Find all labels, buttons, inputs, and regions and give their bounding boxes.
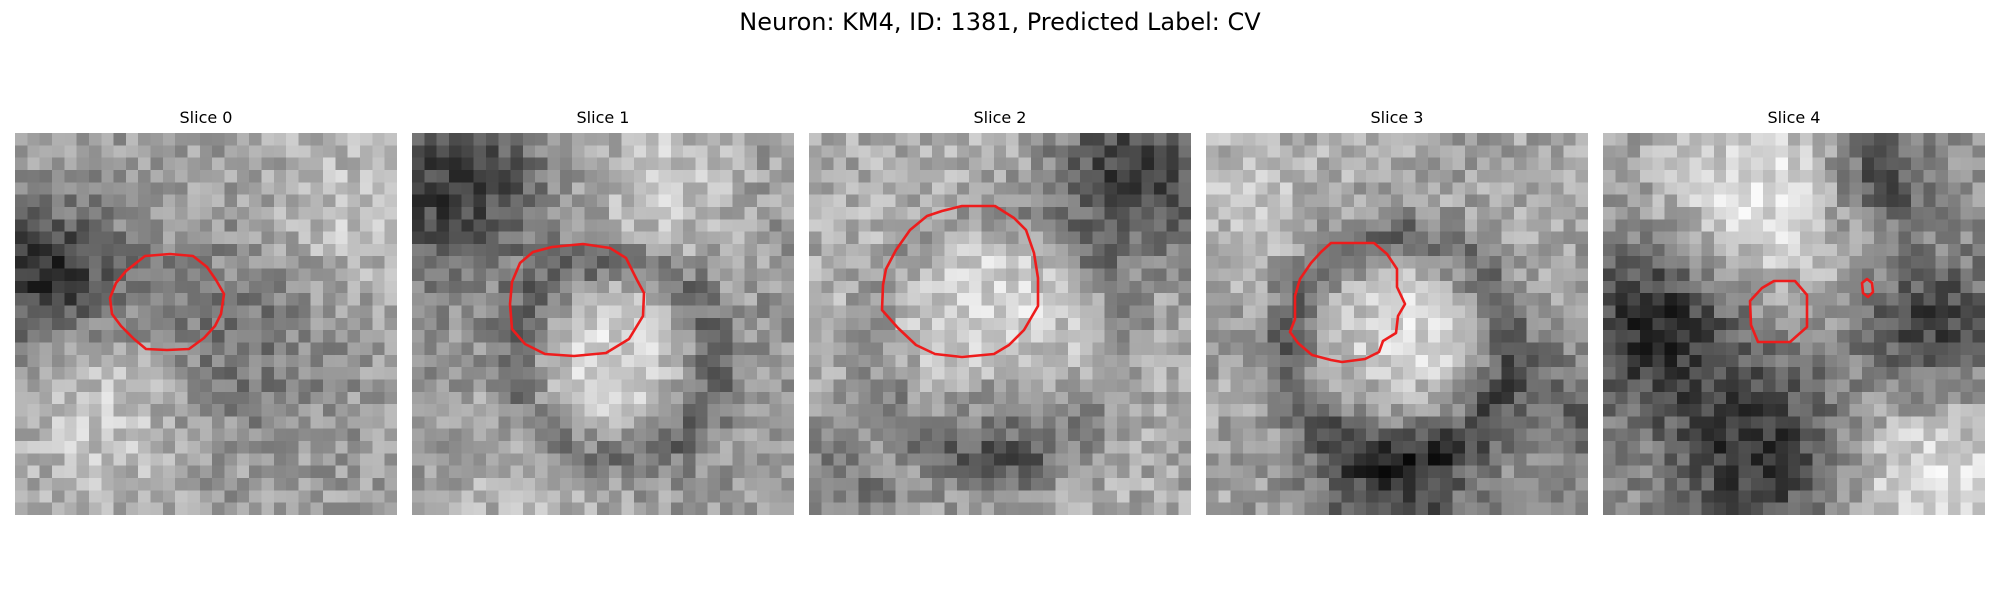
- slice-panel-4: Slice 4: [1603, 107, 1985, 515]
- slice-title-2: Slice 2: [973, 108, 1027, 127]
- slice-image-3: [1206, 133, 1588, 515]
- cell-contour-0: [108, 252, 226, 352]
- cell-contour-4-1: [1860, 277, 1875, 299]
- cell-contour-2: [880, 204, 1040, 359]
- cell-contour-1: [508, 242, 646, 358]
- slice-panel-2: Slice 2: [809, 107, 1191, 515]
- slice-panel-0: Slice 0: [15, 107, 397, 515]
- figure-title: Neuron: KM4, ID: 1381, Predicted Label: …: [739, 8, 1261, 36]
- slice-image-2: [809, 133, 1191, 515]
- slice-title-1: Slice 1: [576, 108, 630, 127]
- slice-panel-3: Slice 3: [1206, 107, 1588, 515]
- slice-title-3: Slice 3: [1370, 108, 1424, 127]
- slice-panel-1: Slice 1: [412, 107, 794, 515]
- cell-contour-4: [1748, 279, 1809, 344]
- slice-title-0: Slice 0: [179, 108, 233, 127]
- slice-image-4: [1603, 133, 1985, 515]
- slice-title-4: Slice 4: [1767, 108, 1821, 127]
- slice-image-0: [15, 133, 397, 515]
- cell-contour-3: [1288, 241, 1407, 364]
- slice-image-1: [412, 133, 794, 515]
